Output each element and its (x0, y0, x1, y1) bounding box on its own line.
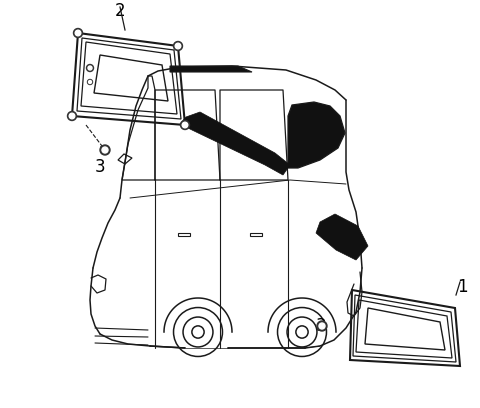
Circle shape (182, 122, 188, 128)
Circle shape (69, 113, 75, 119)
Circle shape (100, 145, 110, 155)
Circle shape (102, 147, 108, 153)
Circle shape (68, 111, 76, 120)
Circle shape (317, 321, 327, 331)
Circle shape (86, 64, 94, 71)
Circle shape (87, 80, 93, 84)
Bar (178, 233, 190, 236)
Polygon shape (180, 112, 290, 175)
Text: 1: 1 (456, 278, 468, 296)
Circle shape (173, 42, 182, 51)
Text: 3: 3 (95, 158, 105, 176)
Polygon shape (288, 102, 345, 168)
Circle shape (88, 80, 92, 84)
Circle shape (319, 323, 325, 329)
Circle shape (73, 29, 83, 38)
Circle shape (88, 66, 92, 70)
Polygon shape (316, 214, 368, 260)
Circle shape (175, 43, 181, 49)
Text: 3: 3 (316, 317, 326, 335)
Bar (250, 233, 262, 236)
Polygon shape (170, 66, 252, 72)
Text: 2: 2 (115, 2, 125, 20)
Circle shape (75, 30, 81, 36)
Circle shape (180, 120, 190, 129)
